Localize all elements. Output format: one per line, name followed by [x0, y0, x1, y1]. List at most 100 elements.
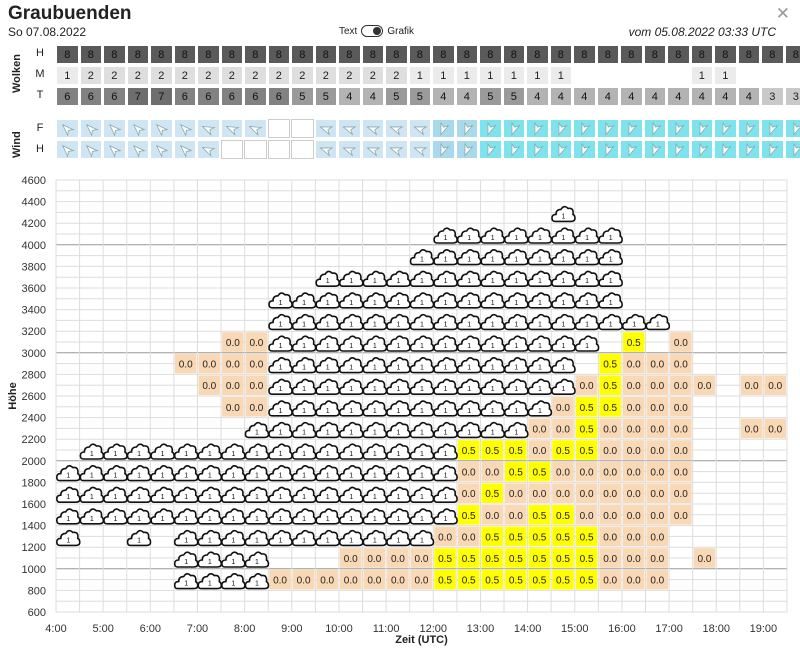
forecast-date: So 07.08.2022: [8, 25, 87, 39]
wind-arrow-icon: [652, 142, 662, 157]
value-label: 0.0: [674, 424, 688, 435]
svg-text:1: 1: [491, 321, 495, 328]
value-label: 0.0: [485, 511, 499, 522]
wind-cell: [667, 140, 690, 159]
cloud-icon: 1: [315, 378, 340, 395]
svg-text:1: 1: [255, 537, 259, 544]
value-cell: [622, 353, 645, 374]
wind-cell: [784, 119, 800, 138]
value-cell: [599, 461, 621, 482]
cloud-icon: 1: [409, 357, 435, 374]
cloud-icon: 1: [409, 313, 435, 331]
value-label: 0.5: [509, 554, 523, 565]
svg-text:1: 1: [373, 537, 377, 544]
cloud-cell: 1: [690, 66, 713, 85]
wind-arrow-icon: [746, 142, 756, 157]
cloud-icon: 1: [291, 529, 317, 547]
svg-text:1: 1: [444, 300, 448, 307]
wind-arrow-icon: [511, 142, 521, 157]
svg-text:1: 1: [66, 494, 70, 501]
cloud-icon: 1: [79, 508, 105, 525]
value-cell: [198, 375, 221, 395]
wind-arrow-icon: [319, 147, 334, 157]
cloud-icon: 1: [456, 249, 482, 266]
wind-cell: [596, 140, 619, 159]
cloud-icon: 1: [315, 443, 340, 460]
cloud-cell: 5: [291, 87, 314, 106]
svg-text:1: 1: [373, 473, 377, 480]
svg-text:1: 1: [302, 537, 306, 544]
value-label: 0.5: [556, 532, 570, 543]
cloud-icon: 1: [338, 400, 364, 417]
wind-cell: [714, 140, 737, 159]
wind-arrow-icon: [722, 142, 732, 157]
cloud-icon: 1: [221, 465, 246, 482]
wind-arrow-icon: [722, 121, 732, 136]
wind-cell: [291, 119, 314, 138]
wind-cell: [267, 140, 290, 159]
cloud-cell: 1: [455, 66, 478, 85]
value-cell: [222, 397, 244, 417]
view-toggle[interactable]: Text Grafik: [339, 25, 414, 37]
value-cell: [740, 375, 763, 395]
cloud-icon: 1: [103, 508, 128, 525]
value-label: 0.0: [674, 489, 688, 500]
value-cell: [575, 526, 598, 547]
wind-cell: [761, 119, 784, 138]
wind-arrow-icon: [413, 126, 428, 136]
svg-text:1: 1: [302, 386, 306, 393]
cloud-cell: 6: [173, 87, 196, 106]
wind-cell: [197, 119, 220, 138]
wind-cell: [197, 140, 220, 159]
cloud-cell: 6: [197, 87, 220, 106]
cloud-icon: 1: [268, 378, 293, 395]
cloud-cell: 8: [173, 45, 196, 64]
wind-arrow-icon: [581, 121, 591, 136]
cloud-cell: 4: [455, 87, 478, 106]
cloud-cell: 1: [432, 66, 455, 85]
svg-text:1: 1: [279, 300, 283, 307]
value-label: 0.0: [438, 532, 452, 543]
value-cell: [622, 548, 645, 568]
cloud-row-label: H: [36, 47, 44, 59]
cloud-cell: 8: [385, 45, 408, 64]
svg-text:1: 1: [656, 321, 660, 328]
cloud-cell: 8: [150, 45, 173, 64]
svg-text:1: 1: [609, 257, 613, 264]
cloud-icon: 1: [480, 313, 506, 331]
value-label: 0.5: [627, 338, 641, 349]
cloud-cell: [643, 66, 666, 85]
value-label: 0.0: [580, 489, 594, 500]
cloud-icon: 1: [338, 486, 364, 504]
svg-text:1: 1: [538, 408, 542, 415]
cloud-cell: 8: [408, 45, 431, 64]
value-cell: [434, 548, 456, 568]
cloud-icon: 1: [268, 335, 293, 352]
value-cell: [670, 418, 692, 439]
svg-text:1: 1: [538, 343, 542, 350]
cloud-icon: 1: [315, 421, 340, 439]
svg-text:1: 1: [90, 516, 94, 523]
value-cell: [316, 569, 338, 590]
toggle-switch[interactable]: [361, 25, 384, 37]
svg-text:1: 1: [373, 365, 377, 372]
value-cell: [646, 548, 669, 568]
value-cell: [599, 569, 621, 590]
wind-arrow-icon: [558, 142, 568, 157]
svg-text:1: 1: [420, 473, 424, 480]
cloud-icon: 1: [55, 529, 81, 547]
wind-cell: [526, 140, 549, 159]
wind-cell: [784, 140, 800, 159]
x-tick-label: 17:00: [655, 623, 683, 635]
cloud-cell: 8: [690, 45, 713, 64]
svg-text:1: 1: [396, 429, 400, 436]
cloud-cell: 8: [291, 45, 314, 64]
value-cell: [693, 548, 716, 568]
value-cell: [457, 569, 480, 590]
close-icon[interactable]: ✕: [775, 4, 790, 23]
wind-arrow-icon: [675, 142, 685, 157]
value-cell: [387, 548, 409, 568]
cloud-icon: 1: [338, 335, 364, 352]
cloud-icon: 1: [268, 443, 293, 460]
wind-section-label: Wind: [11, 131, 23, 158]
